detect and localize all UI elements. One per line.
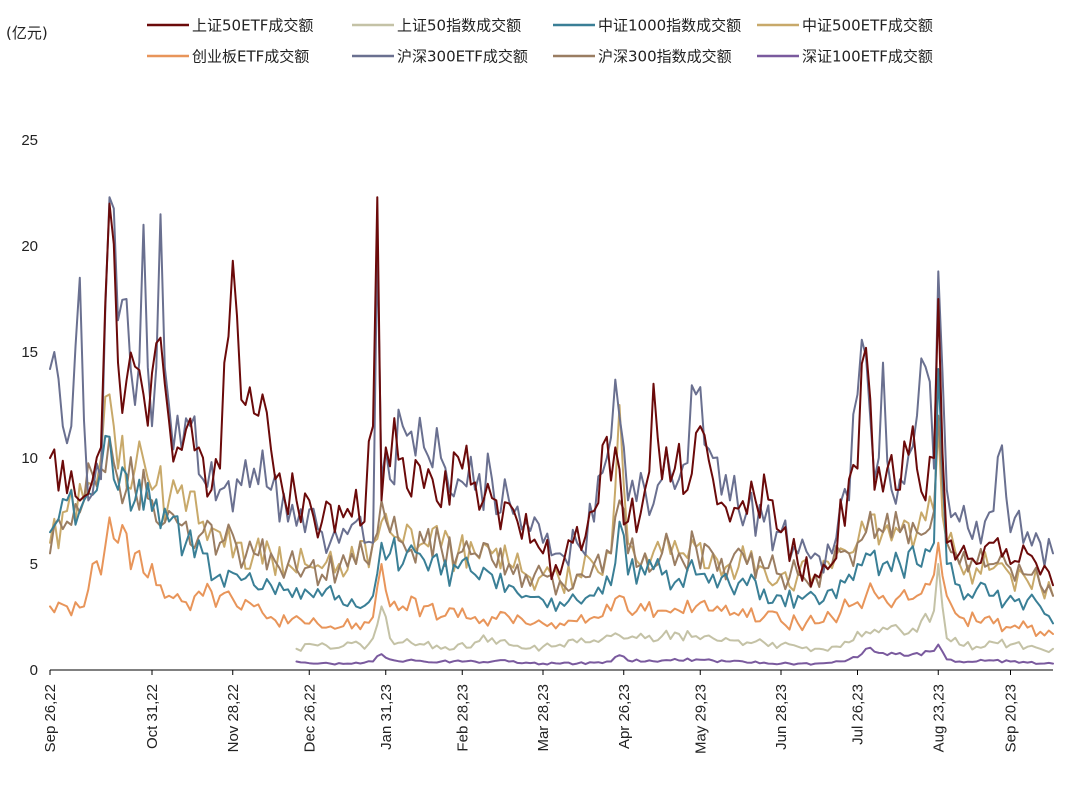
series-line-6 (49, 414, 1054, 597)
x-tick-label: Nov 28,22 (225, 684, 242, 752)
legend-label: 上证50ETF成交额 (192, 17, 313, 35)
x-tick-label: Jun 28,23 (773, 684, 790, 750)
y-tick-label: 20 (21, 238, 38, 255)
x-tick-label: Mar 28,23 (535, 684, 552, 752)
x-tick-label: Sep 26,22 (42, 684, 59, 752)
series-line-4 (49, 516, 1054, 637)
series-line-5 (49, 196, 1054, 574)
legend-label: 沪深300ETF成交额 (397, 48, 528, 66)
series-line-1 (295, 563, 1054, 654)
x-tick-label: Aug 23,23 (930, 684, 947, 752)
legend-label: 中证1000指数成交额 (598, 17, 741, 35)
plot-area (49, 196, 1054, 666)
y-tick-label: 15 (21, 344, 38, 361)
y-tick-label: 10 (21, 450, 38, 467)
series-line-0 (49, 196, 1054, 588)
x-tick-label: May 29,23 (692, 684, 709, 754)
legend-label: 深证100ETF成交额 (802, 48, 933, 66)
series-line-7 (295, 643, 1054, 666)
legend-label: 创业板ETF成交额 (192, 48, 309, 66)
x-tick-label: Dec 26,22 (301, 684, 318, 752)
y-tick-label: 25 (21, 132, 38, 149)
x-tick-label: Sep 20,23 (1003, 684, 1020, 752)
legend-label: 中证500ETF成交额 (802, 17, 933, 35)
x-tick-label: Jan 31,23 (378, 684, 395, 750)
x-axis: Sep 26,22 Oct 31,22 Nov 28,22 Dec 26,22 Jan … (42, 669, 1053, 754)
y-axis-unit-label: (亿元) (6, 24, 48, 42)
series-line-2 (49, 368, 1054, 625)
legend-label: 上证50指数成交额 (397, 17, 521, 35)
x-tick-label: Apr 26,23 (616, 684, 633, 749)
legend-label: 沪深300指数成交额 (598, 48, 732, 66)
series-line-3 (49, 393, 1054, 600)
x-tick-label: Feb 28,23 (454, 684, 471, 752)
x-tick-label: Oct 31,22 (144, 684, 161, 749)
y-axis: 0 5 10 15 20 25 (21, 132, 38, 679)
y-tick-label: 0 (30, 662, 38, 679)
legend: 上证50ETF成交额 上证50指数成交额 中证1000指数成交额 中证500ETF成交… (147, 17, 933, 66)
x-tick-label: Jul 26,23 (850, 684, 867, 745)
y-tick-label: 5 (30, 556, 38, 573)
